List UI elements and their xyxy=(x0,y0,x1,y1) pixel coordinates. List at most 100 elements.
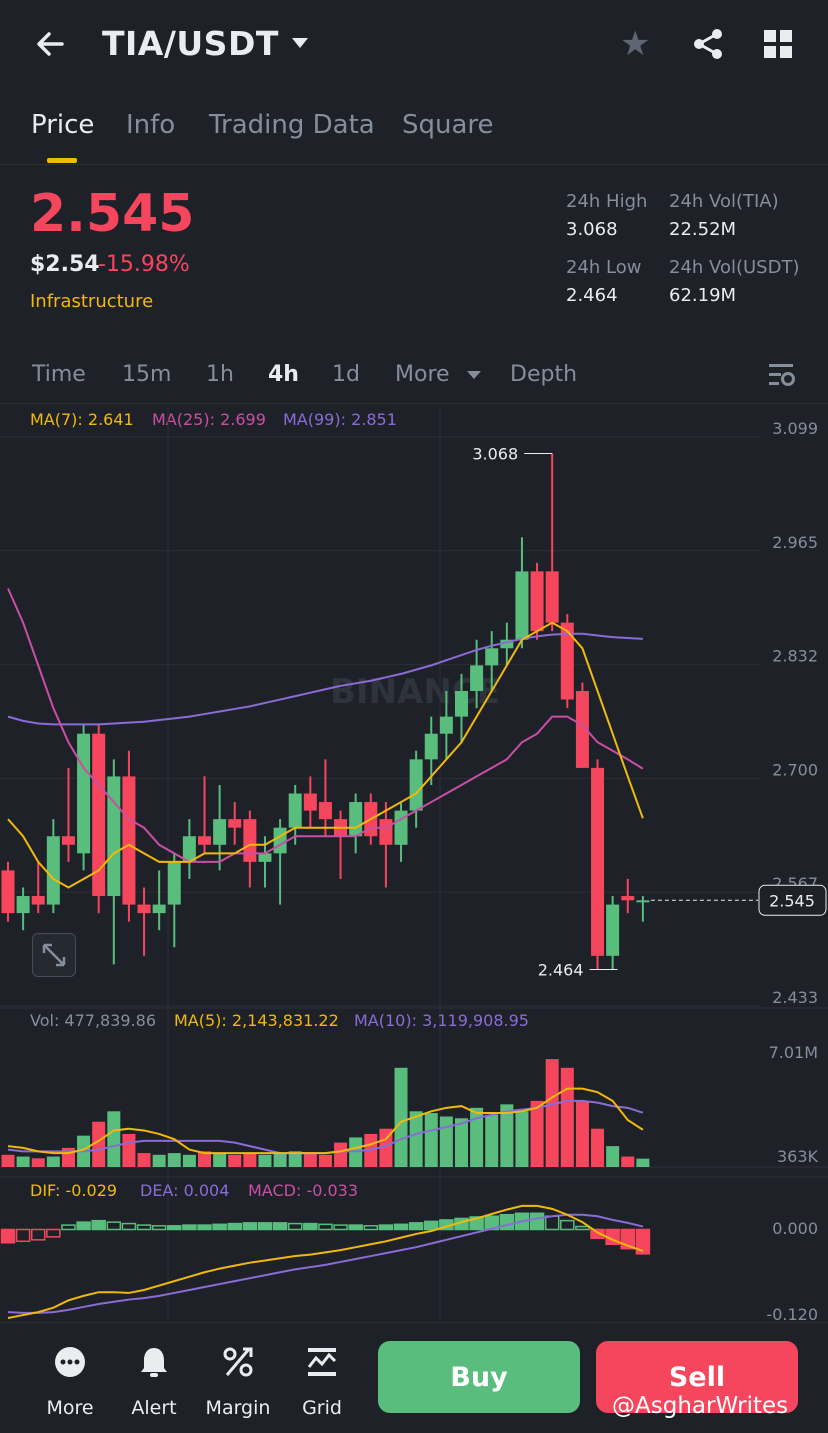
volume-axis-bottom: 363K xyxy=(777,1147,819,1166)
volume-bar xyxy=(439,1116,453,1167)
candle-body xyxy=(1,870,15,914)
volume-bar xyxy=(1,1154,15,1167)
price-axis-label: 2.700 xyxy=(772,760,818,779)
macd-axis-top: 0.000 xyxy=(772,1219,818,1238)
candle-body xyxy=(107,776,121,897)
chart-settings-icon[interactable] xyxy=(768,362,796,388)
volume-bar xyxy=(606,1146,620,1167)
macd-histogram-bar xyxy=(575,1225,590,1231)
bell-icon[interactable] xyxy=(137,1345,171,1379)
candle-body xyxy=(379,819,393,845)
category-tag[interactable]: Infrastructure xyxy=(30,291,154,312)
share-icon[interactable] xyxy=(690,26,726,62)
chevron-down-icon[interactable] xyxy=(467,371,481,379)
tab-info[interactable]: Info xyxy=(126,110,176,140)
volume-bar xyxy=(424,1113,438,1167)
candle-body xyxy=(575,690,589,768)
volume-bar xyxy=(470,1107,484,1167)
volume-bar xyxy=(107,1111,121,1167)
candle-body xyxy=(182,836,196,862)
macd-histogram-bar xyxy=(544,1215,560,1231)
timeframe-1h[interactable]: 1h xyxy=(206,362,234,387)
timeframe-15m[interactable]: 15m xyxy=(122,362,172,387)
chevron-down-icon[interactable] xyxy=(292,38,308,48)
tab-square[interactable]: Square xyxy=(402,110,494,140)
bottom-nav-alert[interactable]: Alert xyxy=(131,1397,177,1419)
macd-histogram-bar xyxy=(408,1222,424,1231)
candle-body xyxy=(424,733,438,760)
macd-histogram-bar xyxy=(318,1223,333,1231)
volume-bar xyxy=(258,1154,272,1167)
app-header: TIA/USDT ★ xyxy=(0,0,828,90)
stat-label-24h-high: 24h High xyxy=(566,191,648,212)
macd-axis-bottom: -0.120 xyxy=(766,1305,818,1320)
volume-bar xyxy=(243,1153,257,1167)
candle-body xyxy=(288,793,302,828)
candle-body xyxy=(228,819,242,828)
macd-histogram-bar xyxy=(393,1223,409,1231)
volume-bar xyxy=(621,1156,635,1167)
tab-price[interactable]: Price xyxy=(31,110,95,140)
candle-body xyxy=(152,904,166,914)
stat-value-24h-vol-tia: 22.52M xyxy=(669,219,737,240)
candle-body xyxy=(273,827,287,854)
price-axis-label: 3.099 xyxy=(772,419,818,438)
candle-body xyxy=(485,648,499,666)
volume-bar xyxy=(500,1104,514,1167)
macd-histogram-bar xyxy=(61,1224,76,1231)
price-axis-label: 2.433 xyxy=(772,988,818,1007)
bottom-nav-margin[interactable]: Margin xyxy=(205,1397,271,1419)
macd-histogram-bar xyxy=(348,1224,363,1231)
candle-body xyxy=(77,733,91,854)
volume-bar xyxy=(454,1118,468,1167)
price-axis-label: 2.832 xyxy=(772,647,818,666)
macd-histogram-bar xyxy=(257,1222,273,1231)
tab-trading-data[interactable]: Trading Data xyxy=(209,110,375,140)
timeframe-4h[interactable]: 4h xyxy=(268,362,299,387)
volume-bar xyxy=(46,1156,60,1167)
candle-body xyxy=(454,690,468,717)
candle-body xyxy=(621,896,635,901)
macd-histogram-bar xyxy=(227,1222,242,1231)
timeframe-more[interactable]: More xyxy=(395,362,450,387)
ma7-line xyxy=(7,621,644,889)
trading-pair-title[interactable]: TIA/USDT xyxy=(102,24,279,63)
timeframe-depth[interactable]: Depth xyxy=(510,362,578,387)
more-dots-icon[interactable] xyxy=(53,1345,87,1379)
macd-histogram-bar xyxy=(91,1219,106,1231)
grid-trading-icon[interactable] xyxy=(305,1345,339,1379)
volume-bar xyxy=(334,1142,348,1167)
candlestick-chart[interactable]: 3.0992.9652.8322.7002.5672.433BINANCE3.0… xyxy=(0,405,828,1320)
volume-bar xyxy=(318,1154,332,1167)
candle-body xyxy=(394,810,408,845)
ma99-legend: MA(99): 2.851 xyxy=(283,410,397,429)
margin-percent-icon[interactable] xyxy=(221,1345,255,1379)
expand-icon xyxy=(42,943,66,967)
volume-bar xyxy=(530,1100,544,1167)
volume-bar xyxy=(560,1067,574,1167)
candle-body xyxy=(349,802,363,837)
macd-histogram-bar xyxy=(167,1225,182,1231)
grid-icon[interactable] xyxy=(764,30,792,58)
sell-button[interactable]: Sell xyxy=(596,1341,798,1413)
volume-ma5-line xyxy=(7,1087,644,1155)
volume-bar xyxy=(515,1111,529,1167)
macd-histogram-bar xyxy=(0,1228,16,1244)
macd-histogram-bar xyxy=(46,1228,61,1238)
expand-chart-button[interactable] xyxy=(32,933,76,977)
stat-label-24h-vol-usdt: 24h Vol(USDT) xyxy=(669,257,800,278)
macd-histogram-bar xyxy=(424,1220,439,1231)
candle-body xyxy=(409,759,423,811)
star-icon[interactable]: ★ xyxy=(620,24,651,64)
volume-bar xyxy=(636,1158,650,1167)
timeframe-time[interactable]: Time xyxy=(32,362,86,387)
volume-bar xyxy=(152,1154,166,1167)
macd-histogram-bar xyxy=(212,1223,227,1231)
bottom-nav-more[interactable]: More xyxy=(46,1397,94,1419)
buy-button[interactable]: Buy xyxy=(378,1341,580,1413)
timeframe-1d[interactable]: 1d xyxy=(332,362,360,387)
bottom-nav-grid[interactable]: Grid xyxy=(302,1397,342,1419)
back-arrow-icon[interactable] xyxy=(32,26,68,62)
author-watermark: @AsgharWrites xyxy=(612,1393,789,1419)
candle-body xyxy=(16,896,30,914)
